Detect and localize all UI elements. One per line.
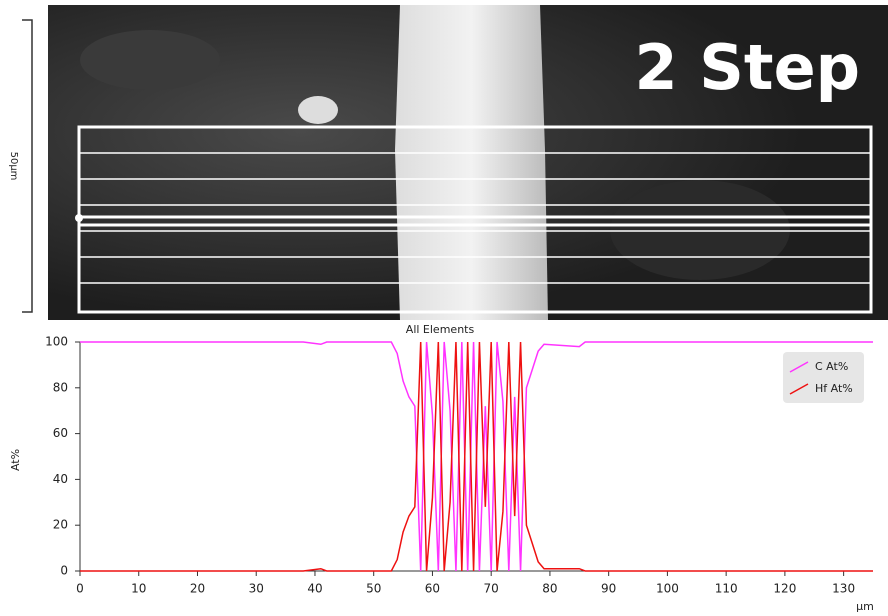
legend-swatch [789,383,809,395]
x-tick-label: 20 [190,582,205,596]
legend-label: C At% [815,360,848,373]
scale-label: 50µm [8,152,19,181]
x-tick-label: 50 [366,582,381,596]
chart-title: All Elements [406,323,475,336]
x-tick-label: 40 [307,582,322,596]
y-tick-label: 0 [60,564,68,578]
sem-image: 2 Step [48,5,888,320]
legend-label: Hf At% [815,382,853,395]
legend-swatch [789,361,809,373]
series-line [80,341,873,572]
x-tick-label: 0 [76,582,84,596]
x-tick-label: 30 [249,582,264,596]
y-tick-label: 100 [45,335,68,349]
x-tick-label: 100 [656,582,679,596]
x-tick-label: 120 [773,582,796,596]
x-tick-label: 10 [131,582,146,596]
y-tick-label: 80 [53,380,68,394]
y-tick-label: 40 [53,472,68,486]
x-tick-label: 70 [484,582,499,596]
y-tick-label: 20 [53,518,68,532]
y-axis-label: At% [9,449,22,471]
x-tick-label: 60 [425,582,440,596]
x-tick-label: 130 [832,582,855,596]
x-tick-label: 110 [715,582,738,596]
y-tick-label: 60 [53,426,68,440]
x-tick-label: 90 [601,582,616,596]
image-label: 2 Step [635,31,860,104]
x-axis-label: µm [856,600,874,613]
x-tick-label: 80 [542,582,557,596]
scale-bar: 50µm [8,19,33,313]
